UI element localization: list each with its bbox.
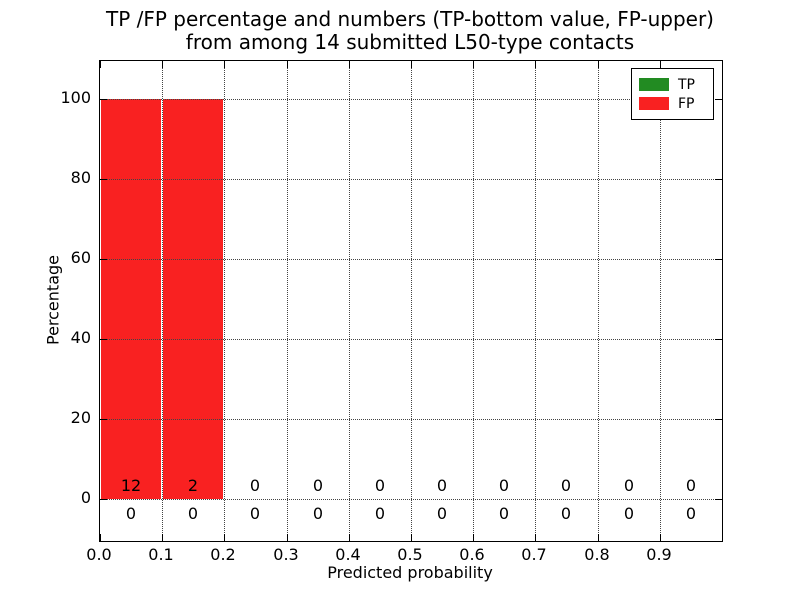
left-tick-40 [100,339,107,340]
x-tick-label-0.7: 0.7 [521,545,547,564]
fp-bar [101,99,161,499]
fp-count-bin-9: 0 [685,476,697,495]
y-tick-label-40: 40 [70,328,91,347]
top-tick-0.1 [162,61,164,68]
x-tick-label-0.6: 0.6 [459,545,485,564]
tp-count-bin-6: 0 [498,504,510,523]
right-tick-100 [715,99,722,100]
bottom-tick-0.7 [535,534,537,541]
tp-count-bin-0: 0 [125,504,137,523]
x-axis-label: Predicted probability [327,563,493,582]
v-gridline-0.6 [473,61,475,541]
x-tick-label-0.8: 0.8 [584,545,610,564]
legend: TP FP [631,68,714,120]
fp-count-bin-1: 2 [187,476,199,495]
y-tick-label-20: 20 [70,408,91,427]
fp-bar [163,99,223,499]
tp-count-bin-2: 0 [249,504,261,523]
tp-count-bin-5: 0 [436,504,448,523]
y-tick-label-60: 60 [70,248,91,267]
left-tick-100 [100,99,107,100]
left-tick-20 [100,419,107,420]
legend-row-fp: FP [639,94,706,113]
x-tick-label-0.4: 0.4 [335,545,361,564]
v-gridline-0.5 [411,61,412,541]
tp-legend-swatch [639,78,669,91]
fp-count-bin-7: 0 [560,476,572,495]
legend-row-tp: TP [639,75,706,94]
fp-count-bin-0: 12 [120,476,142,495]
x-tick-label-0.5: 0.5 [397,545,423,564]
right-tick-60 [715,259,722,260]
x-tick-label-0.0: 0.0 [86,545,112,564]
left-tick-80 [100,179,107,180]
tp-count-bin-8: 0 [623,504,635,523]
chart-title-line2: from among 14 submitted L50-type contact… [185,30,635,54]
bottom-tick-0.0 [100,534,101,541]
top-tick-0.5 [411,61,412,68]
x-tick-label-0.1: 0.1 [148,545,174,564]
chart-title: TP /FP percentage and numbers (TP-bottom… [99,8,721,54]
fp-count-bin-4: 0 [374,476,386,495]
x-tick-label-0.2: 0.2 [210,545,236,564]
tp-count-bin-1: 0 [187,504,199,523]
top-tick-0.2 [224,61,226,68]
right-tick-0 [715,499,722,500]
fp-count-bin-2: 0 [249,476,261,495]
x-tick-label-0.9: 0.9 [646,545,672,564]
top-tick-0.3 [286,61,288,68]
left-tick-0 [100,499,107,500]
y-tick-label-0: 0 [80,488,91,507]
bottom-tick-0.9 [659,534,661,541]
plot-area: 12 2 0 0 0 0 0 0 0 0 0 0 0 0 0 0 0 0 0 0… [99,60,723,542]
top-tick-0.6 [473,61,475,68]
x-tick-label-0.3: 0.3 [273,545,299,564]
bottom-tick-0.1 [162,534,164,541]
fp-count-bin-8: 0 [623,476,635,495]
bottom-tick-0.6 [473,534,475,541]
fp-count-bin-6: 0 [498,476,510,495]
top-tick-0.8 [597,61,599,68]
v-gridline-0.2 [224,61,226,541]
tp-count-bin-3: 0 [312,504,324,523]
tp-count-bin-4: 0 [374,504,386,523]
v-gridline-0.8 [597,61,599,541]
y-tick-label-80: 80 [70,168,91,187]
right-tick-80 [715,179,722,180]
v-gridline-0.3 [286,61,288,541]
top-tick-0.4 [348,61,350,68]
v-gridline-0.7 [535,61,537,541]
right-tick-20 [715,419,722,420]
fp-legend-label: FP [678,95,695,112]
top-tick-0.0 [100,61,101,68]
v-gridline-0.9 [659,61,661,541]
chart-title-line1: TP /FP percentage and numbers (TP-bottom… [106,7,714,31]
tp-count-bin-7: 0 [560,504,572,523]
bottom-tick-0.4 [348,534,350,541]
bottom-tick-0.2 [224,534,226,541]
y-tick-label-100: 100 [60,88,91,107]
fp-count-bin-5: 0 [436,476,448,495]
tp-legend-label: TP [678,76,695,93]
top-tick-0.9 [659,61,661,68]
bottom-tick-0.5 [411,534,412,541]
v-gridline-0.4 [348,61,350,541]
tp-count-bin-9: 0 [685,504,697,523]
v-gridline-0.1 [162,61,164,541]
bottom-tick-0.3 [286,534,288,541]
fp-legend-swatch [639,97,669,110]
bottom-tick-0.8 [597,534,599,541]
right-tick-40 [715,339,722,340]
fp-count-bin-3: 0 [312,476,324,495]
top-tick-0.7 [535,61,537,68]
left-tick-60 [100,259,107,260]
